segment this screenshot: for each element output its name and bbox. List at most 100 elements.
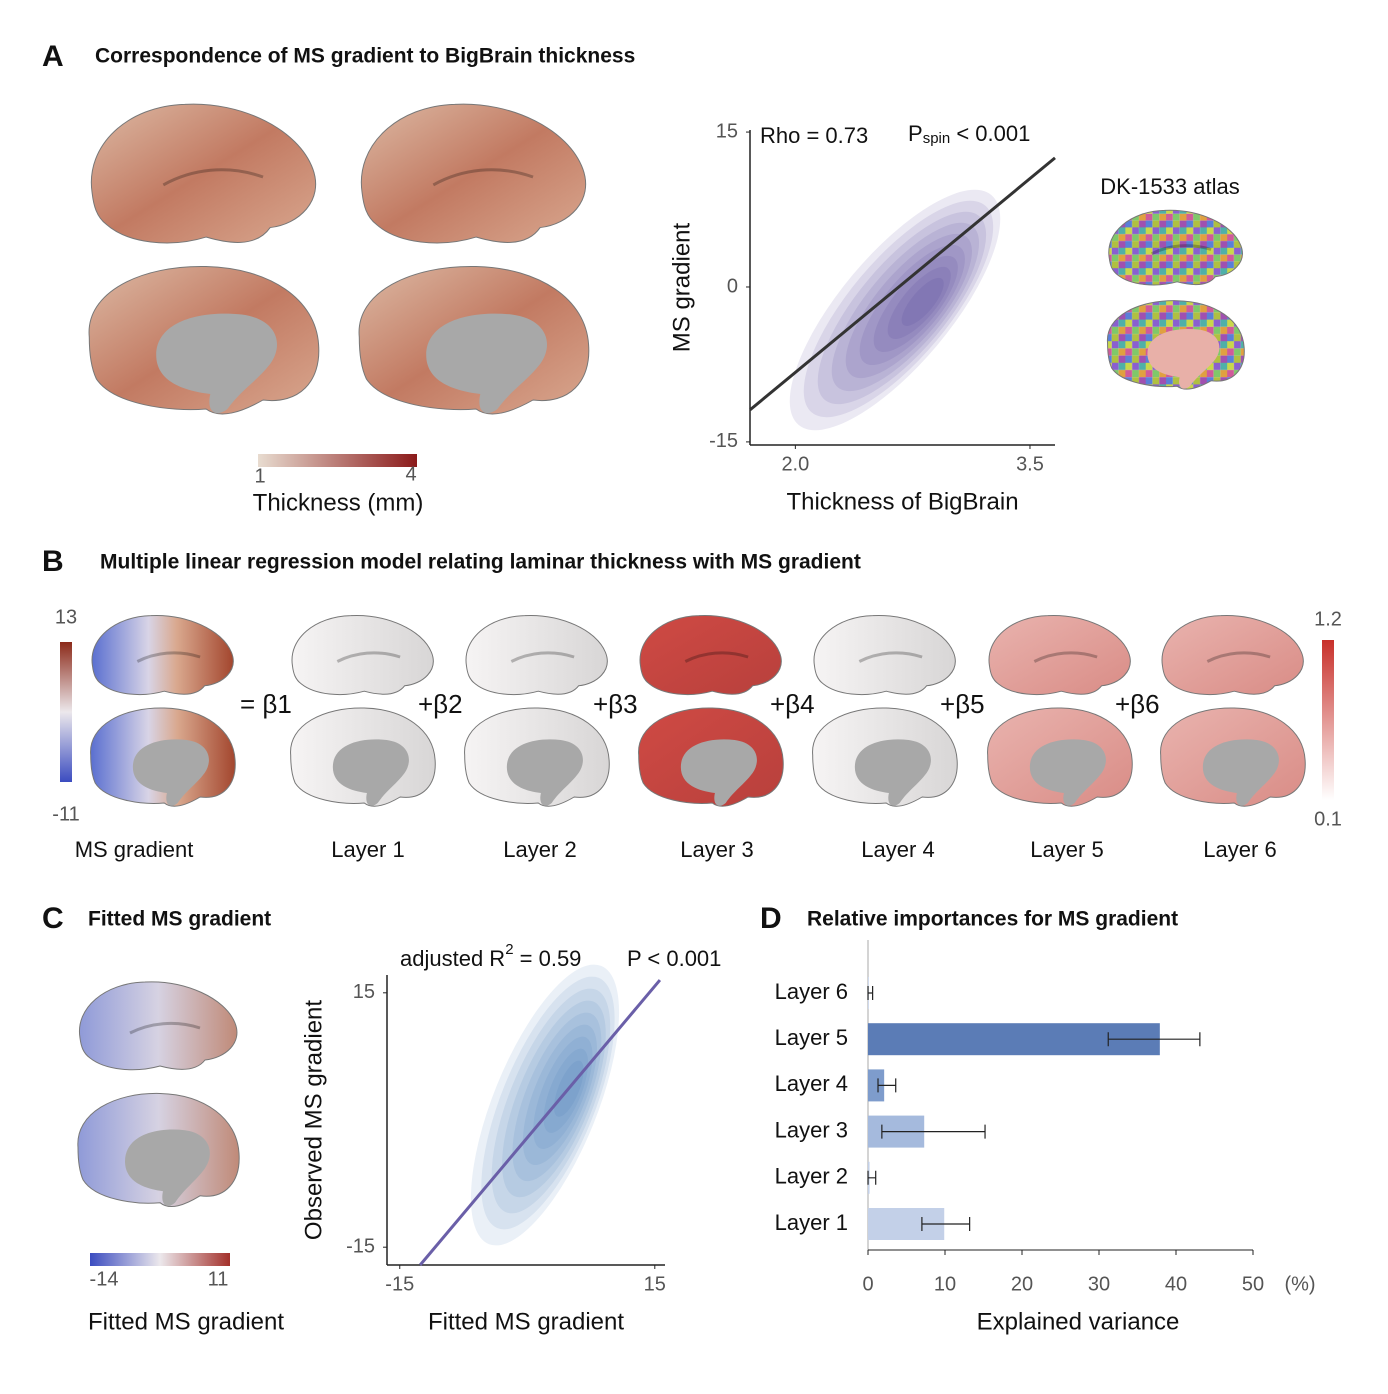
density-contour: [789, 189, 1001, 431]
colorbar: [258, 454, 417, 467]
error-bar: [921, 1217, 971, 1231]
brain-sulcus: [433, 170, 533, 185]
brain-sulcus: [1034, 653, 1097, 662]
brain: [988, 708, 1133, 806]
brain-label: MS gradient: [75, 837, 194, 862]
brain: [291, 708, 436, 806]
panel-title: Correspondence of MS gradient to BigBrai…: [95, 45, 635, 68]
brain-surface: [91, 104, 315, 243]
brain: [465, 708, 610, 806]
brain-wall: [506, 739, 583, 806]
y-tick-label: -15: [346, 1235, 375, 1257]
brain-surface: [92, 615, 233, 694]
brain: [640, 615, 781, 694]
panel-title: Fitted MS gradient: [88, 908, 271, 931]
colorbar: [60, 642, 72, 782]
annotation: Rho = 0.73: [760, 123, 868, 148]
y-tick-label: -15: [709, 430, 738, 452]
bar: [868, 1069, 885, 1102]
brain-sulcus: [163, 170, 263, 185]
colorbar: [1322, 640, 1334, 800]
x-axis-label: Thickness of BigBrain: [786, 488, 1018, 515]
density-contour: [845, 233, 972, 379]
brain-surface: [1109, 210, 1243, 285]
brain: [466, 615, 607, 694]
brain-label: Layer 5: [1030, 837, 1103, 862]
brain: [91, 708, 236, 806]
y-tick-label: Layer 6: [775, 979, 848, 1004]
x-tick-label: 30: [1088, 1273, 1110, 1295]
x-tick-label: 20: [1011, 1273, 1033, 1295]
brain-sulcus: [1152, 246, 1211, 254]
colorbar-title: Fitted MS gradient: [88, 1308, 284, 1335]
y-tick-label: Layer 4: [775, 1071, 848, 1096]
brain-surface: [292, 615, 433, 694]
panel-letter: D: [760, 902, 782, 935]
colorbar-label: 13: [55, 606, 77, 628]
brain-surface: [1162, 615, 1303, 694]
colorbar-label: 4: [405, 463, 416, 485]
annotation-superscript: 2: [505, 941, 513, 958]
density-contour: [522, 1024, 597, 1166]
x-tick-label: 2.0: [781, 453, 809, 475]
brain-images: [78, 104, 1305, 1206]
x-tick-label: 10: [934, 1273, 956, 1295]
brain: [359, 266, 589, 414]
annotation: P < 0.001: [627, 946, 721, 971]
brain-surface: [989, 615, 1130, 694]
fit-line: [749, 156, 1056, 412]
brain-sulcus: [137, 653, 200, 662]
brain: [1161, 708, 1306, 806]
equation-term: +β3: [593, 689, 638, 719]
brain-wall: [132, 739, 209, 806]
annotation-part: adjusted R: [400, 946, 505, 971]
x-unit: (%): [1284, 1273, 1315, 1295]
y-tick-label: 15: [716, 120, 738, 142]
brain-sulcus: [130, 1023, 200, 1033]
brain-surface: [466, 615, 607, 694]
colorbar: [90, 1253, 230, 1266]
x-tick-label: -15: [385, 1273, 414, 1295]
error-bar: [881, 1124, 986, 1139]
brain-label: Layer 2: [503, 837, 576, 862]
colorbar-label: 11: [208, 1268, 229, 1290]
y-tick-label: Layer 1: [775, 1210, 848, 1235]
brain-label: Layer 1: [331, 837, 404, 862]
density-contour: [502, 1000, 606, 1198]
brain: [89, 266, 319, 414]
colorbar-label: 1: [254, 465, 265, 487]
colorbar-label: 1.2: [1314, 608, 1342, 630]
brain-sulcus: [511, 653, 574, 662]
density-contour: [533, 1036, 593, 1149]
panel-letter: A: [42, 40, 64, 73]
x-tick-label: 3.5: [1016, 453, 1044, 475]
fit-line: [419, 979, 662, 1266]
brain: [79, 982, 236, 1070]
annotation-part: = 0.59: [514, 946, 582, 971]
brain-wall: [1029, 739, 1106, 806]
y-tick-label: 15: [353, 981, 375, 1003]
brain-sulcus: [337, 653, 400, 662]
panel-title: Relative importances for MS gradient: [807, 908, 1178, 931]
brain: [989, 615, 1130, 694]
brain-surface: [640, 615, 781, 694]
density-contour: [470, 964, 620, 1246]
error-bar: [877, 1078, 897, 1093]
x-axis-label: Fitted MS gradient: [428, 1308, 624, 1335]
error-bar: [1107, 1032, 1201, 1047]
error-bar: [867, 1170, 877, 1185]
brain-sulcus: [685, 653, 748, 662]
brain-wall: [125, 1129, 210, 1206]
brain-wall: [426, 313, 548, 414]
brain: [91, 104, 315, 243]
panel-title: Multiple linear regression model relatin…: [100, 551, 861, 574]
annotation-part: < 0.001: [950, 121, 1030, 146]
brain-label: Layer 6: [1203, 837, 1276, 862]
annotation-subscript: spin: [923, 130, 951, 147]
panel-letter: C: [42, 902, 64, 935]
brain-wall: [1147, 328, 1220, 389]
y-axis-label: MS gradient: [668, 222, 695, 352]
equation-term: = β1: [240, 689, 292, 719]
x-tick-label: 0: [862, 1273, 873, 1295]
